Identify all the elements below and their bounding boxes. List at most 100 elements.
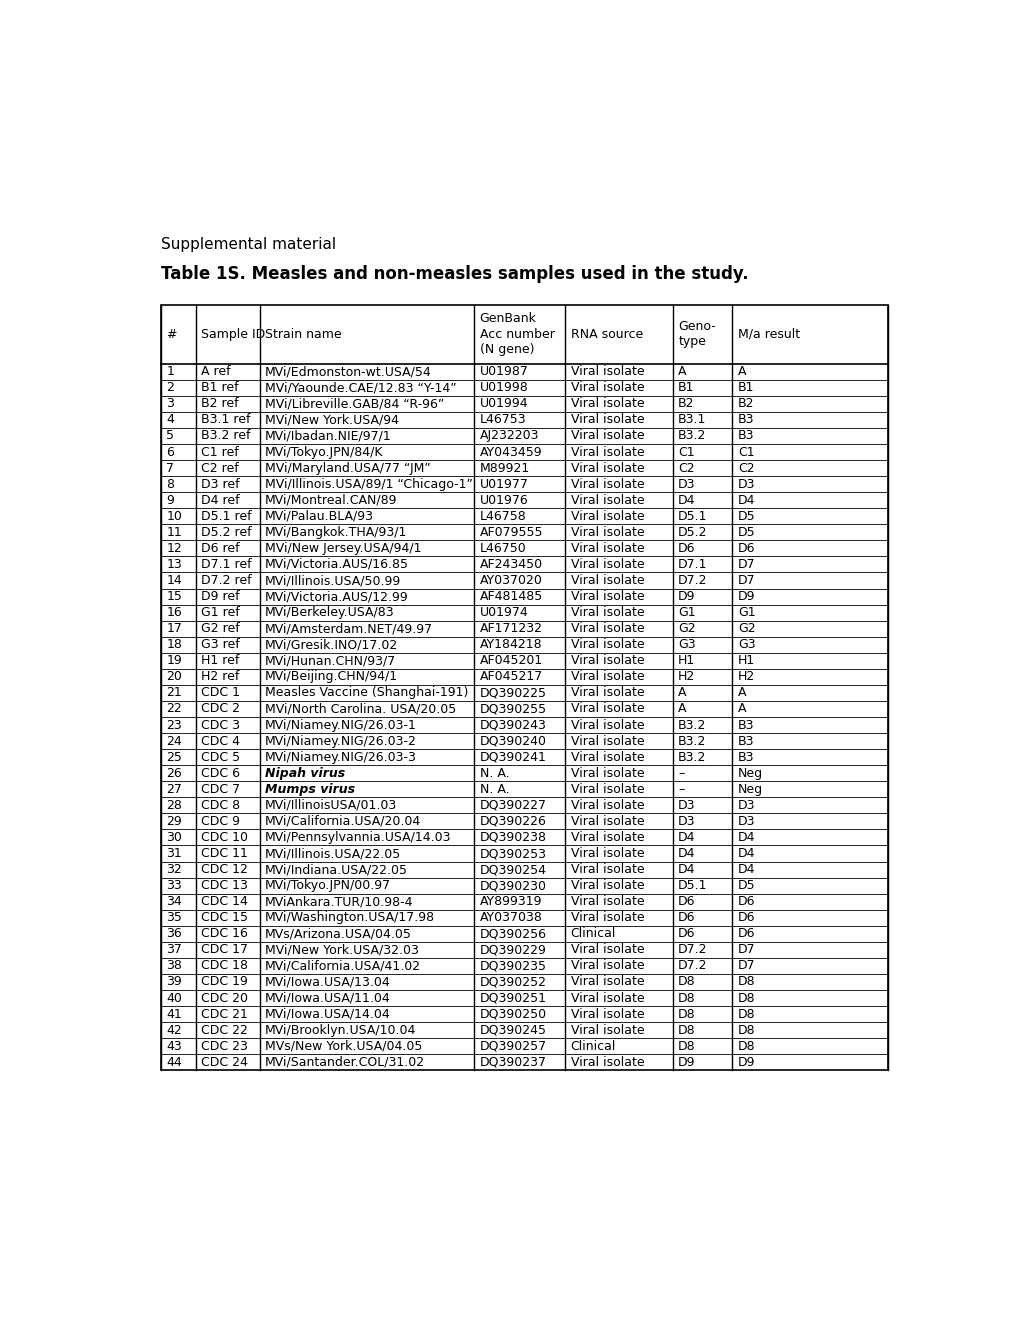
Text: 41: 41 bbox=[166, 1007, 181, 1020]
Text: AF481485: AF481485 bbox=[479, 590, 542, 603]
Text: AF171232: AF171232 bbox=[479, 622, 542, 635]
Text: D7.1: D7.1 bbox=[678, 558, 707, 572]
Text: Viral isolate: Viral isolate bbox=[570, 525, 644, 539]
Text: D4: D4 bbox=[678, 832, 695, 843]
Text: 35: 35 bbox=[166, 911, 182, 924]
Text: MVi/Maryland.USA/77 “JM”: MVi/Maryland.USA/77 “JM” bbox=[265, 462, 430, 475]
Text: D5.2: D5.2 bbox=[678, 525, 707, 539]
Text: L46758: L46758 bbox=[479, 510, 526, 523]
Text: Viral isolate: Viral isolate bbox=[570, 543, 644, 554]
Text: U01976: U01976 bbox=[479, 494, 528, 507]
Text: 28: 28 bbox=[166, 799, 182, 812]
Text: AY037038: AY037038 bbox=[479, 911, 542, 924]
Text: DQ390255: DQ390255 bbox=[479, 702, 546, 715]
Text: B3.2: B3.2 bbox=[678, 751, 706, 764]
Text: U01987: U01987 bbox=[479, 366, 528, 379]
Text: Viral isolate: Viral isolate bbox=[570, 429, 644, 442]
Text: MVi/Victoria.AUS/16.85: MVi/Victoria.AUS/16.85 bbox=[265, 558, 409, 572]
Text: C1 ref: C1 ref bbox=[201, 446, 238, 458]
Text: MVi/Niamey.NIG/26.03-3: MVi/Niamey.NIG/26.03-3 bbox=[265, 751, 417, 764]
Text: Viral isolate: Viral isolate bbox=[570, 1007, 644, 1020]
Text: A: A bbox=[737, 366, 746, 379]
Text: Viral isolate: Viral isolate bbox=[570, 381, 644, 395]
Text: DQ390235: DQ390235 bbox=[479, 960, 546, 973]
Text: D6: D6 bbox=[678, 911, 695, 924]
Text: Viral isolate: Viral isolate bbox=[570, 366, 644, 379]
Text: D8: D8 bbox=[737, 991, 755, 1005]
Text: Viral isolate: Viral isolate bbox=[570, 847, 644, 861]
Text: Clinical: Clinical bbox=[570, 928, 615, 940]
Text: U01974: U01974 bbox=[479, 606, 528, 619]
Text: G1 ref: G1 ref bbox=[201, 606, 239, 619]
Text: D3: D3 bbox=[678, 799, 695, 812]
Text: B1: B1 bbox=[737, 381, 754, 395]
Text: MVi/Niamey.NIG/26.03-1: MVi/Niamey.NIG/26.03-1 bbox=[265, 718, 417, 731]
Text: DQ390254: DQ390254 bbox=[479, 863, 546, 876]
Text: Viral isolate: Viral isolate bbox=[570, 622, 644, 635]
Text: CDC 8: CDC 8 bbox=[201, 799, 240, 812]
Text: 11: 11 bbox=[166, 525, 181, 539]
Text: 9: 9 bbox=[166, 494, 174, 507]
Text: Viral isolate: Viral isolate bbox=[570, 671, 644, 684]
Text: Sample ID: Sample ID bbox=[201, 327, 265, 341]
Text: B1 ref: B1 ref bbox=[201, 381, 238, 395]
Text: D4: D4 bbox=[737, 847, 755, 861]
Text: D6: D6 bbox=[678, 895, 695, 908]
Text: D3: D3 bbox=[737, 799, 755, 812]
Text: 23: 23 bbox=[166, 718, 181, 731]
Text: B2 ref: B2 ref bbox=[201, 397, 238, 411]
Text: DQ390237: DQ390237 bbox=[479, 1056, 546, 1069]
Text: MVi/Niamey.NIG/26.03-2: MVi/Niamey.NIG/26.03-2 bbox=[265, 735, 417, 747]
Text: 32: 32 bbox=[166, 863, 181, 876]
Text: B3: B3 bbox=[737, 413, 754, 426]
Text: AF243450: AF243450 bbox=[479, 558, 542, 572]
Text: 38: 38 bbox=[166, 960, 182, 973]
Text: AY043459: AY043459 bbox=[479, 446, 542, 458]
Text: Neg: Neg bbox=[737, 783, 762, 796]
Text: Viral isolate: Viral isolate bbox=[570, 397, 644, 411]
Text: Mumps virus: Mumps virus bbox=[265, 783, 355, 796]
Text: DQ390227: DQ390227 bbox=[479, 799, 546, 812]
Text: 4: 4 bbox=[166, 413, 174, 426]
Text: MVi/IllinoisUSA/01.03: MVi/IllinoisUSA/01.03 bbox=[265, 799, 397, 812]
Text: D9: D9 bbox=[737, 1056, 755, 1069]
Text: DQ390230: DQ390230 bbox=[479, 879, 546, 892]
Text: CDC 5: CDC 5 bbox=[201, 751, 240, 764]
Text: MViAnkara.TUR/10.98-4: MViAnkara.TUR/10.98-4 bbox=[265, 895, 414, 908]
Text: D7.1 ref: D7.1 ref bbox=[201, 558, 252, 572]
Text: G3: G3 bbox=[678, 639, 695, 651]
Text: Viral isolate: Viral isolate bbox=[570, 991, 644, 1005]
Text: DQ390252: DQ390252 bbox=[479, 975, 546, 989]
Text: Viral isolate: Viral isolate bbox=[570, 911, 644, 924]
Text: Viral isolate: Viral isolate bbox=[570, 799, 644, 812]
Text: B3.2 ref: B3.2 ref bbox=[201, 429, 251, 442]
Text: CDC 2: CDC 2 bbox=[201, 702, 239, 715]
Text: D7.2: D7.2 bbox=[678, 960, 707, 973]
Text: MVi/California.USA/41.02: MVi/California.USA/41.02 bbox=[265, 960, 421, 973]
Text: MVi/Ibadan.NIE/97/1: MVi/Ibadan.NIE/97/1 bbox=[265, 429, 391, 442]
Text: MVi/Illinois.USA/22.05: MVi/Illinois.USA/22.05 bbox=[265, 847, 401, 861]
Text: CDC 10: CDC 10 bbox=[201, 832, 248, 843]
Text: MVi/Edmonston-wt.USA/54: MVi/Edmonston-wt.USA/54 bbox=[265, 366, 431, 379]
Text: MVi/New York.USA/94: MVi/New York.USA/94 bbox=[265, 413, 398, 426]
Text: Viral isolate: Viral isolate bbox=[570, 879, 644, 892]
Text: DQ390257: DQ390257 bbox=[479, 1040, 546, 1053]
Text: GenBank
Acc number
(N gene): GenBank Acc number (N gene) bbox=[479, 313, 554, 356]
Text: Viral isolate: Viral isolate bbox=[570, 718, 644, 731]
Text: D4: D4 bbox=[737, 832, 755, 843]
Text: Measles Vaccine (Shanghai-191): Measles Vaccine (Shanghai-191) bbox=[265, 686, 468, 700]
Text: Viral isolate: Viral isolate bbox=[570, 735, 644, 747]
Text: D8: D8 bbox=[678, 991, 695, 1005]
Text: Viral isolate: Viral isolate bbox=[570, 1024, 644, 1036]
Text: CDC 7: CDC 7 bbox=[201, 783, 240, 796]
Text: 26: 26 bbox=[166, 767, 181, 780]
Text: B1: B1 bbox=[678, 381, 694, 395]
Text: C1: C1 bbox=[678, 446, 694, 458]
Text: D3: D3 bbox=[678, 814, 695, 828]
Text: H1: H1 bbox=[737, 655, 754, 668]
Text: Neg: Neg bbox=[737, 767, 762, 780]
Text: D6: D6 bbox=[737, 911, 755, 924]
Text: D5.1: D5.1 bbox=[678, 510, 707, 523]
Text: D7: D7 bbox=[737, 574, 755, 587]
Text: A: A bbox=[737, 686, 746, 700]
